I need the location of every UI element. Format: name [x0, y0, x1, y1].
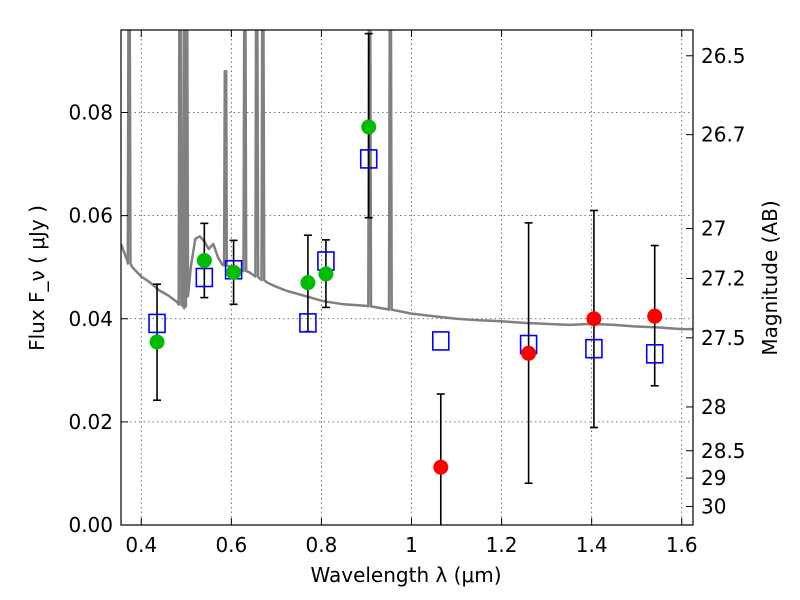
model-square-marker [299, 313, 317, 333]
model-spectrum [121, 30, 693, 331]
green-data-point [300, 275, 316, 291]
green-data-point [361, 119, 377, 135]
model-square-marker [359, 149, 378, 169]
model-square-marker [431, 331, 450, 351]
x-tick-label: 1.4 [576, 533, 608, 557]
green-data-point [226, 264, 242, 280]
data-markers [148, 119, 664, 475]
x-tick-label: 0.8 [306, 533, 338, 557]
x-tick-label: 1.2 [486, 533, 518, 557]
right-tick-label: 28 [701, 395, 726, 419]
model-square-marker [148, 313, 166, 334]
model-square-marker [195, 267, 214, 288]
right-tick-label: 26.7 [701, 123, 746, 147]
right-tick-label: 29 [701, 466, 726, 490]
x-tick-label: 0.6 [215, 533, 247, 557]
x-axis-label: Wavelength λ (μm) [310, 563, 501, 587]
x-tick-labels: 0.4 0.6 0.8 1 1.2 1.4 1.6 [125, 533, 697, 557]
y-tick-label: 0.08 [68, 101, 113, 125]
spectrum-line [121, 30, 693, 331]
grid-lines [121, 30, 693, 526]
right-axis-label: Magnitude (AB) [758, 200, 782, 355]
y-tick-label: 0.04 [68, 307, 113, 331]
right-tick-label: 26.5 [701, 44, 746, 68]
red-data-point [647, 308, 663, 324]
right-tick-label: 27.5 [701, 326, 746, 350]
red-data-point [586, 311, 602, 327]
x-tick-label: 1 [405, 533, 418, 557]
axis-ticks [121, 30, 693, 526]
right-tick-label: 27.2 [701, 267, 746, 291]
green-data-point [149, 334, 165, 350]
x-tick-label: 0.4 [125, 533, 157, 557]
plot-frame [120, 29, 694, 526]
y-tick-label: 0.00 [68, 513, 113, 537]
right-tick-label: 28.5 [701, 439, 746, 463]
red-data-point [433, 459, 449, 475]
right-tick-labels: 26.5 26.7 27 27.2 27.5 28 28.5 29 30 [701, 44, 746, 519]
y-tick-label: 0.06 [68, 204, 113, 228]
model-square-marker [645, 344, 664, 364]
y-tick-labels: 0.00 0.02 0.04 0.06 0.08 [68, 101, 113, 538]
green-data-point [196, 252, 212, 268]
model-square-marker [585, 338, 603, 359]
y-axis-label: Flux F_ν ( μJy ) [25, 205, 49, 351]
x-tick-label: 1.6 [666, 533, 698, 557]
red-data-point [521, 345, 537, 361]
right-tick-label: 27 [701, 217, 726, 241]
y-tick-label: 0.02 [68, 410, 113, 434]
right-tick-label: 30 [701, 494, 726, 518]
green-data-point [318, 266, 334, 282]
